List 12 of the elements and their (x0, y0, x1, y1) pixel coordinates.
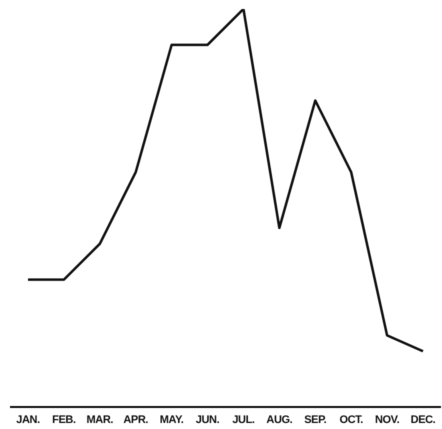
x-tick-label: JUL. (232, 414, 255, 426)
x-tick-label: FEB. (52, 414, 76, 426)
x-tick-label: AUG. (266, 414, 293, 426)
x-tick-label: SEP. (304, 414, 327, 426)
x-tick-label: JAN. (16, 414, 40, 426)
x-tick-label: APR. (123, 414, 148, 426)
x-tick-label: MAR. (86, 414, 114, 426)
x-tick-label: JUN. (196, 414, 220, 426)
x-tick-label: DEC. (410, 414, 436, 426)
x-tick-label: MAY. (160, 414, 184, 426)
x-tick-label: NOV. (374, 414, 400, 426)
x-tick-label: OCT. (339, 414, 364, 426)
